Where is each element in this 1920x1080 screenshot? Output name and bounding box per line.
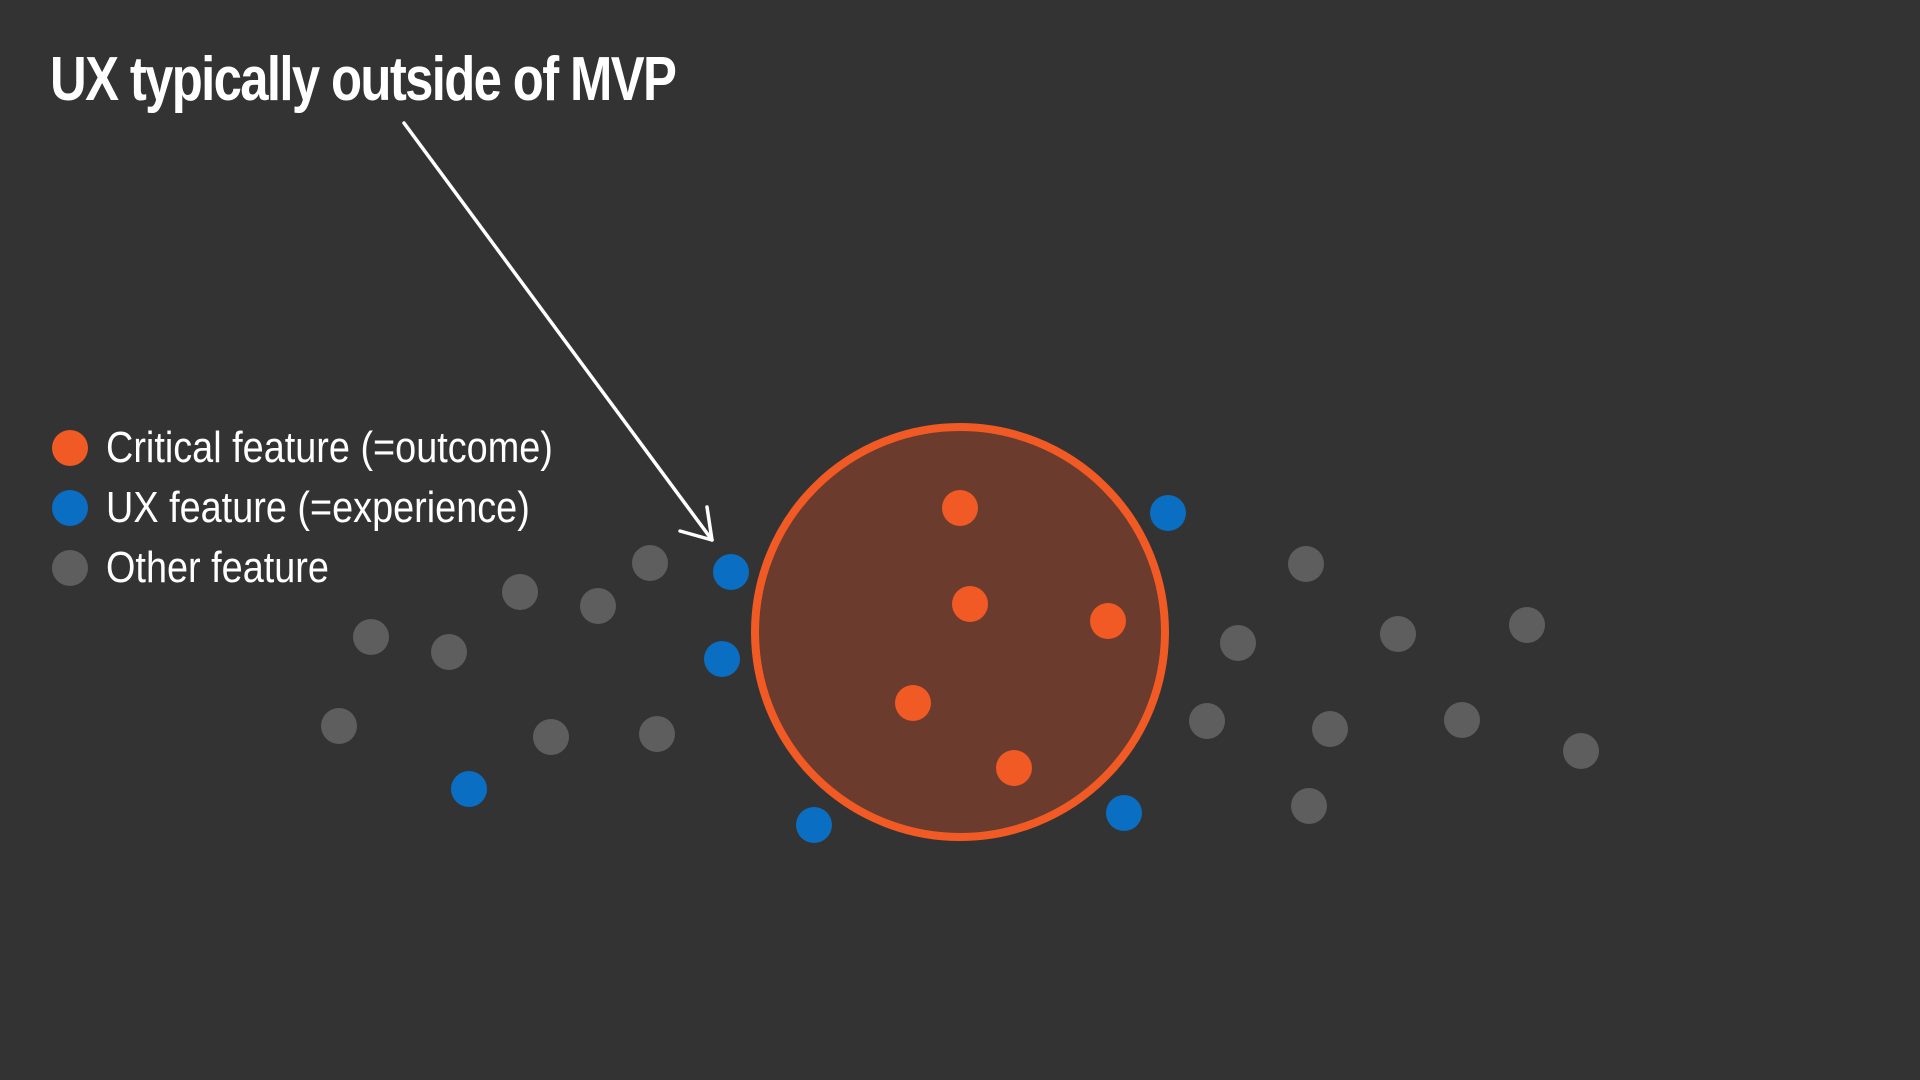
- legend-item-other: Other feature: [52, 538, 626, 598]
- legend-item-ux: UX feature (=experience): [52, 478, 626, 538]
- ux-feature-dot-icon: [52, 490, 88, 526]
- critical-feature-dot: [942, 490, 978, 526]
- other-feature-dot: [1189, 703, 1225, 739]
- critical-feature-dot: [895, 685, 931, 721]
- critical-feature-dot: [996, 750, 1032, 786]
- critical-feature-dot-icon: [52, 430, 88, 466]
- other-feature-dot: [1509, 607, 1545, 643]
- other-feature-dot: [580, 588, 616, 624]
- other-feature-dot: [1220, 625, 1256, 661]
- other-feature-dot: [431, 634, 467, 670]
- other-feature-dot: [639, 716, 675, 752]
- other-feature-dot: [1291, 788, 1327, 824]
- other-feature-dot: [502, 574, 538, 610]
- legend: Critical feature (=outcome) UX feature (…: [52, 418, 626, 598]
- other-feature-dot: [1563, 733, 1599, 769]
- ux-feature-dot: [451, 771, 487, 807]
- slide-title: UX typically outside of MVP: [50, 45, 677, 114]
- legend-label-ux: UX feature (=experience): [106, 483, 530, 532]
- other-feature-dot: [533, 719, 569, 755]
- ux-feature-dot: [704, 641, 740, 677]
- other-feature-dot: [353, 619, 389, 655]
- other-feature-dot: [1444, 702, 1480, 738]
- ux-feature-dot: [713, 554, 749, 590]
- other-feature-dot: [1288, 546, 1324, 582]
- legend-item-critical: Critical feature (=outcome): [52, 418, 626, 478]
- annotation-arrow: [402, 121, 714, 542]
- ux-feature-dot: [1150, 495, 1186, 531]
- other-feature-dot: [1312, 711, 1348, 747]
- annotation-arrow-shaft: [402, 121, 714, 542]
- legend-label-other: Other feature: [106, 543, 329, 592]
- critical-feature-dot: [1090, 603, 1126, 639]
- other-feature-dot: [321, 708, 357, 744]
- other-feature-dot-icon: [52, 550, 88, 586]
- legend-label-critical: Critical feature (=outcome): [106, 423, 553, 472]
- annotation-arrow-head: [678, 505, 714, 542]
- ux-feature-dot: [796, 807, 832, 843]
- other-feature-dot: [1380, 616, 1416, 652]
- ux-feature-dot: [1106, 795, 1142, 831]
- other-feature-dot: [632, 545, 668, 581]
- critical-feature-dot: [952, 586, 988, 622]
- mvp-scope-circle: [751, 423, 1169, 841]
